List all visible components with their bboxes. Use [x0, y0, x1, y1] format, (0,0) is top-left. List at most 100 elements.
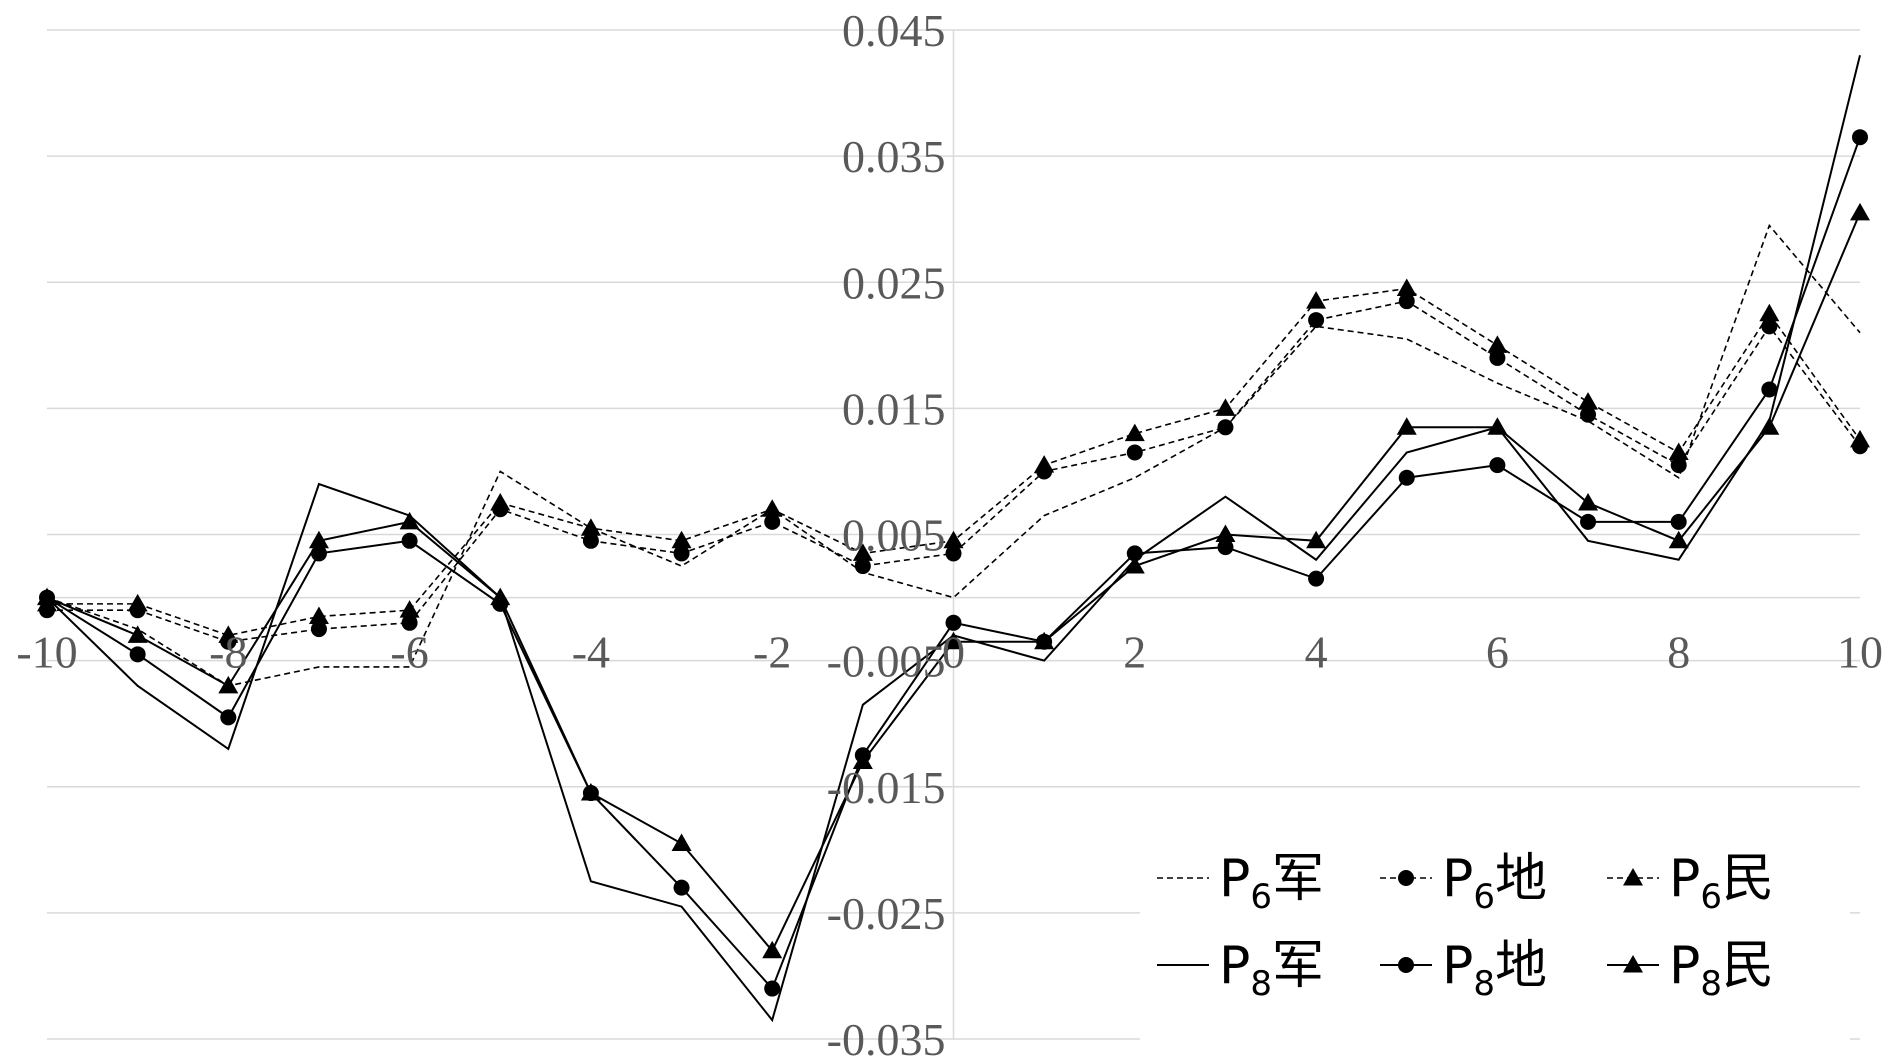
legend-marker — [1398, 957, 1414, 973]
series-4-point — [1761, 381, 1778, 398]
series-4-point — [1580, 513, 1597, 530]
series-2-point — [490, 492, 511, 511]
y-tick-label: 0.005 — [842, 510, 946, 561]
series-5-point — [671, 833, 692, 852]
series-1-point — [582, 532, 599, 549]
series-2-point — [1124, 423, 1145, 442]
series-5-point — [1215, 524, 1236, 542]
series-4-point — [673, 879, 690, 896]
series-line-0 — [46, 223, 1861, 687]
y-tick-label: 0.015 — [842, 383, 946, 434]
series-2-point — [1396, 278, 1417, 297]
series-2-point — [1034, 455, 1055, 473]
series-5-point — [852, 751, 873, 770]
legend-label: P8军 — [1219, 936, 1324, 1004]
x-tick-label: 4 — [1305, 627, 1328, 678]
x-tick-label: 6 — [1486, 627, 1509, 678]
series-5-point — [1578, 492, 1599, 511]
series-4-point — [1308, 570, 1325, 587]
series-5-point — [1124, 556, 1145, 574]
series-4-point — [1217, 539, 1234, 556]
y-tick-label: 0.045 — [842, 5, 946, 56]
series-4-point — [1489, 457, 1506, 474]
legend-marker — [1623, 955, 1643, 973]
series-1-point — [310, 621, 327, 638]
series-2-point — [1306, 291, 1327, 309]
series-5-point — [1487, 417, 1508, 435]
series-2-point — [1578, 392, 1599, 410]
y-tick-label: -0.025 — [827, 888, 946, 939]
x-tick-label: -4 — [572, 627, 610, 678]
series-5-point — [308, 530, 329, 549]
series-5-point — [37, 587, 57, 606]
legend-item-3: P8军 — [1157, 936, 1324, 1004]
series-1-point — [1761, 318, 1778, 335]
series-1-point — [854, 558, 871, 575]
x-tick-label: 2 — [1123, 627, 1146, 678]
series-4-point — [1670, 513, 1687, 530]
series-2-point — [671, 530, 692, 549]
series-5-point — [490, 587, 511, 606]
series-4-point — [764, 980, 781, 997]
legend-label: P8民 — [1669, 936, 1774, 1004]
series-1-point — [1398, 293, 1415, 310]
series-4-point — [129, 646, 146, 663]
legend-item-1: P6地 — [1380, 849, 1547, 917]
series-layer — [37, 54, 1870, 1023]
series-4-point — [1852, 129, 1868, 146]
series-2-point — [218, 625, 239, 643]
x-tick-label: -2 — [753, 627, 791, 678]
series-4-point — [220, 709, 237, 726]
series-0 — [46, 223, 1861, 687]
legend-marker — [1623, 868, 1643, 886]
series-1-point — [1217, 419, 1234, 436]
series-2 — [37, 278, 1870, 643]
y-tick-label: -0.005 — [827, 636, 946, 687]
series-5-point — [1759, 417, 1780, 435]
series-2-point — [1850, 429, 1870, 448]
series-1-point — [1126, 444, 1143, 461]
series-4-point — [945, 614, 962, 631]
x-tick-label: -6 — [390, 627, 428, 678]
series-1-point — [1580, 406, 1597, 423]
series-2-point — [1759, 303, 1780, 322]
legend-label: P6民 — [1669, 849, 1774, 917]
series-4-point — [401, 532, 418, 549]
x-tick-label: 10 — [1837, 627, 1883, 678]
series-5-point — [580, 783, 601, 801]
y-tick-labels: 0.045 0.035 0.025 0.015 0.005 -0.005 -0.015 -0.… — [827, 5, 946, 1062]
series-2-point — [1668, 442, 1689, 461]
series-5-point — [1034, 631, 1055, 650]
x-tick-label: 8 — [1667, 627, 1690, 678]
legend: P6军 P6地 P6民 P8军 P8地 P8民 — [1140, 830, 1850, 1040]
series-2-point — [308, 606, 329, 624]
legend-item-5: P8民 — [1607, 936, 1774, 1004]
series-5-point — [127, 625, 148, 643]
legend-label: P8地 — [1442, 936, 1547, 1004]
x-tick-labels: -10 -8 -6 -4 -2 0 2 4 6 8 10 — [16, 627, 1883, 678]
series-4-point — [310, 545, 327, 562]
series-5 — [37, 202, 1870, 959]
series-4-point — [1126, 545, 1143, 562]
series-5-point — [762, 940, 783, 959]
series-5-point — [218, 675, 239, 694]
legend-item-2: P6民 — [1607, 849, 1774, 917]
y-tick-label: -0.015 — [827, 762, 946, 813]
series-1-point — [764, 513, 781, 530]
series-5-point — [399, 511, 420, 530]
series-2-point — [943, 530, 964, 549]
series-1-point — [401, 614, 418, 631]
series-5-point — [1850, 202, 1870, 221]
series-1-point — [1489, 349, 1506, 366]
series-2-point — [399, 600, 420, 618]
series-2-point — [1487, 335, 1508, 353]
series-5-point — [1396, 417, 1417, 435]
series-4-point — [1398, 469, 1415, 486]
legend-item-0: P6军 — [1157, 849, 1324, 917]
legend-item-4: P8地 — [1380, 936, 1547, 1004]
series-5-point — [1306, 530, 1327, 549]
series-1-point — [1670, 457, 1687, 474]
series-1-point — [673, 545, 690, 562]
y-tick-label: 0.025 — [842, 257, 946, 308]
